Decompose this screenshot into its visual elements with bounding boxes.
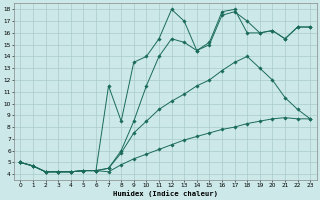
X-axis label: Humidex (Indice chaleur): Humidex (Indice chaleur) [113, 190, 218, 197]
